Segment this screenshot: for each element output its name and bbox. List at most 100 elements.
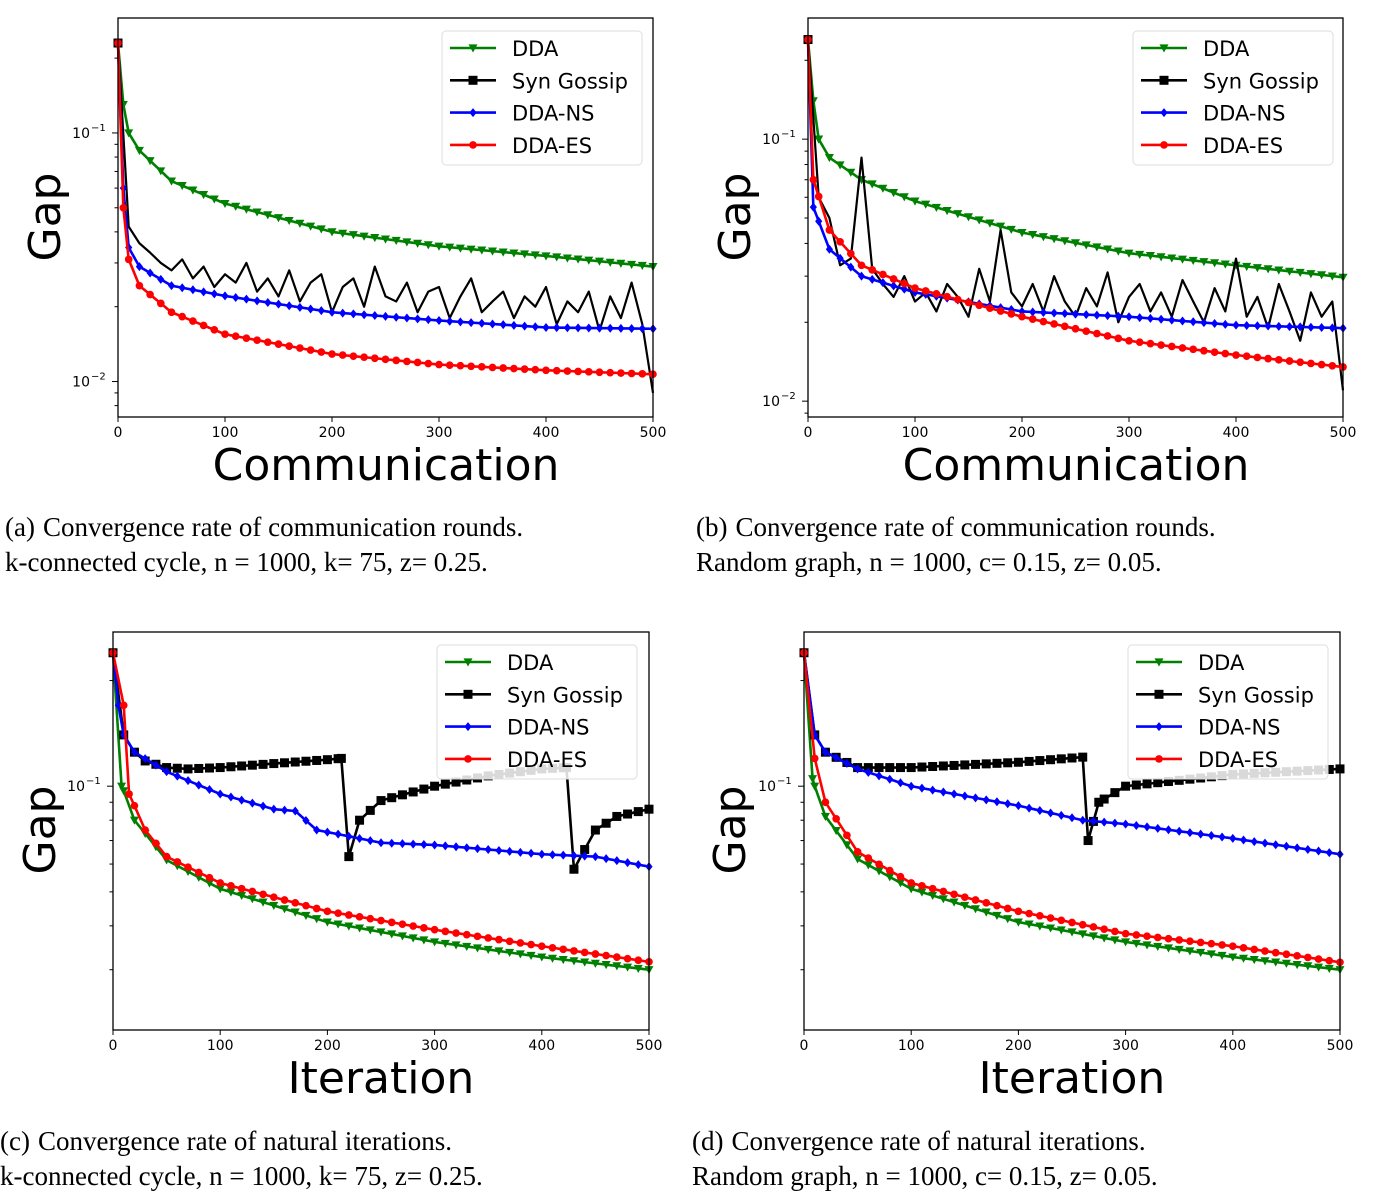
data-point bbox=[263, 211, 273, 220]
caption-label: (c) bbox=[0, 1126, 30, 1156]
x-tick-label: 300 bbox=[1116, 425, 1143, 441]
legend-box bbox=[436, 644, 638, 780]
data-point bbox=[162, 852, 171, 861]
data-point bbox=[205, 873, 214, 882]
data-point bbox=[1089, 923, 1098, 931]
legend-label: DDA-NS bbox=[1198, 716, 1281, 740]
legend-label: Syn Gossip bbox=[1198, 683, 1314, 707]
data-point bbox=[456, 361, 465, 370]
data-point bbox=[982, 795, 990, 805]
data-point bbox=[231, 332, 240, 341]
data-point bbox=[602, 854, 610, 864]
data-point bbox=[413, 358, 422, 367]
data-point bbox=[843, 758, 851, 768]
data-point bbox=[141, 826, 149, 834]
data-point bbox=[950, 789, 958, 799]
data-point bbox=[964, 213, 973, 222]
legend-marker bbox=[464, 755, 472, 763]
data-point bbox=[605, 258, 615, 267]
data-point bbox=[398, 839, 407, 849]
data-point bbox=[498, 248, 508, 257]
data-point bbox=[825, 244, 833, 254]
caption-line1: (a) Convergence rate of communication rou… bbox=[5, 510, 523, 545]
data-point bbox=[327, 228, 337, 237]
legend-label: Syn Gossip bbox=[1203, 69, 1319, 93]
data-point bbox=[634, 860, 642, 870]
data-point bbox=[581, 851, 589, 861]
data-point bbox=[446, 316, 454, 326]
data-point bbox=[814, 135, 824, 144]
data-point bbox=[961, 791, 969, 801]
data-point bbox=[495, 845, 503, 855]
data-point bbox=[949, 760, 959, 770]
data-point bbox=[960, 901, 970, 910]
data-point bbox=[306, 222, 316, 231]
legend-box bbox=[441, 30, 643, 166]
data-point bbox=[419, 936, 429, 945]
data-point bbox=[1099, 794, 1109, 804]
data-point bbox=[1239, 943, 1248, 952]
data-point bbox=[1274, 266, 1284, 275]
data-point bbox=[932, 290, 941, 298]
data-point bbox=[520, 250, 530, 259]
data-point bbox=[1178, 255, 1187, 264]
data-point bbox=[1082, 310, 1090, 320]
data-point bbox=[601, 818, 611, 828]
data-point bbox=[189, 317, 197, 325]
data-point bbox=[1253, 353, 1262, 362]
data-point bbox=[846, 168, 856, 177]
data-point bbox=[1200, 318, 1208, 328]
data-point bbox=[194, 763, 204, 773]
data-point bbox=[846, 249, 855, 258]
data-point bbox=[526, 951, 536, 961]
x-tick-label: 300 bbox=[426, 425, 453, 441]
data-point bbox=[580, 845, 590, 855]
data-point bbox=[1232, 351, 1240, 359]
caption-line1: (c) Convergence rate of natural iteration… bbox=[0, 1124, 483, 1159]
legend-marker bbox=[469, 108, 477, 118]
data-point bbox=[1206, 950, 1216, 959]
data-point bbox=[295, 219, 305, 228]
data-point bbox=[1057, 916, 1066, 925]
data-point bbox=[896, 872, 905, 881]
axes-frame bbox=[112, 631, 650, 1031]
data-point bbox=[173, 858, 182, 866]
data-point bbox=[1057, 810, 1065, 820]
data-point bbox=[348, 231, 358, 240]
legend-item: DDA-ES bbox=[1136, 748, 1278, 772]
data-point bbox=[949, 898, 959, 907]
data-point bbox=[552, 366, 561, 375]
data-point bbox=[280, 758, 290, 768]
data-point bbox=[264, 297, 272, 307]
data-point bbox=[152, 839, 160, 848]
legend-item: Syn Gossip bbox=[1136, 683, 1314, 707]
data-point bbox=[1318, 323, 1326, 333]
data-point bbox=[606, 368, 615, 377]
data-point bbox=[467, 362, 475, 371]
data-point bbox=[323, 907, 332, 916]
data-point bbox=[301, 756, 311, 766]
caption-text: Convergence rate of natural iterations. bbox=[37, 1126, 453, 1156]
data-point bbox=[627, 260, 637, 269]
data-point bbox=[563, 323, 571, 333]
data-point bbox=[1099, 934, 1109, 943]
data-point bbox=[1125, 312, 1133, 322]
data-point bbox=[1078, 752, 1088, 762]
data-point bbox=[248, 798, 256, 808]
data-point bbox=[1046, 755, 1056, 765]
data-point bbox=[306, 346, 315, 354]
data-point bbox=[975, 301, 984, 310]
data-point bbox=[376, 928, 386, 937]
caption-text: Convergence rate of communication rounds… bbox=[735, 512, 1216, 542]
data-point bbox=[1185, 947, 1195, 956]
data-point bbox=[928, 762, 938, 772]
data-point bbox=[312, 904, 321, 913]
data-point bbox=[864, 854, 873, 862]
caption-d: (d) Convergence rate of natural iteration… bbox=[692, 1124, 1158, 1194]
data-point bbox=[1103, 332, 1112, 340]
data-point bbox=[591, 950, 600, 958]
data-point bbox=[317, 348, 326, 356]
data-point bbox=[1174, 945, 1184, 954]
data-point bbox=[1078, 920, 1087, 929]
y-tick-exponent: −1 bbox=[91, 123, 106, 134]
